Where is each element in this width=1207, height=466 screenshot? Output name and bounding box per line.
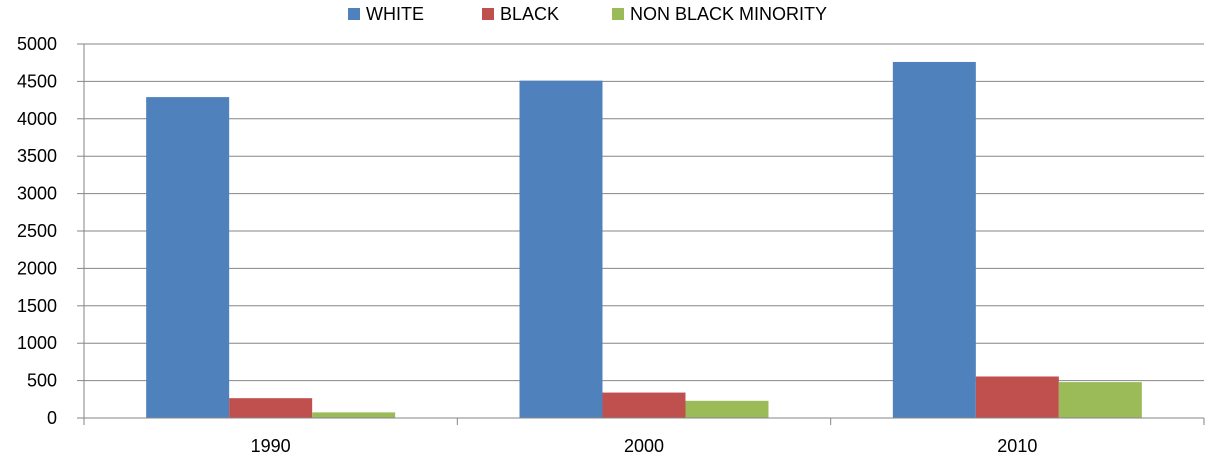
bar-white-2000 [519, 80, 603, 418]
y-axis-tick-labels: 0 500 1000 1500 2000 2500 3000 3500 4000 4500 5000 [17, 34, 57, 428]
y-tick-label: 4500 [17, 71, 57, 91]
bar-white-2010 [892, 61, 976, 419]
gridlines [77, 43, 1204, 419]
bar-black-2000 [602, 392, 686, 418]
y-tick-label: 4000 [17, 109, 57, 129]
y-tick-label: 3000 [17, 184, 57, 204]
y-tick-label: 1000 [17, 333, 57, 353]
y-tick-label: 3500 [17, 146, 57, 166]
y-tick-label: 0 [47, 408, 57, 428]
legend-swatch-white [348, 8, 360, 20]
legend-label-non-black-minority: NON BLACK MINORITY [630, 4, 827, 24]
y-tick-label: 2000 [17, 258, 57, 278]
legend-swatch-black [482, 8, 494, 20]
bars [146, 61, 1142, 419]
bar-black-2010 [975, 376, 1059, 418]
x-category-label: 2000 [624, 436, 664, 456]
bar-non-black-minority-1990 [312, 412, 396, 418]
legend: WHITE BLACK NON BLACK MINORITY [348, 4, 827, 24]
x-category-label: 1990 [251, 436, 291, 456]
bar-white-1990 [146, 97, 230, 418]
bar-non-black-minority-2000 [685, 400, 769, 418]
y-tick-label: 5000 [17, 34, 57, 54]
y-tick-label: 1500 [17, 296, 57, 316]
legend-label-white: WHITE [366, 4, 424, 24]
x-category-label: 2010 [997, 436, 1037, 456]
x-axis: 1990 2000 2010 [83, 417, 1205, 456]
y-tick-label: 2500 [17, 221, 57, 241]
y-tick-label: 500 [27, 371, 57, 391]
legend-label-black: BLACK [500, 4, 559, 24]
legend-swatch-non-black-minority [612, 8, 624, 20]
bar-non-black-minority-2010 [1058, 382, 1142, 418]
bar-black-1990 [229, 398, 313, 418]
